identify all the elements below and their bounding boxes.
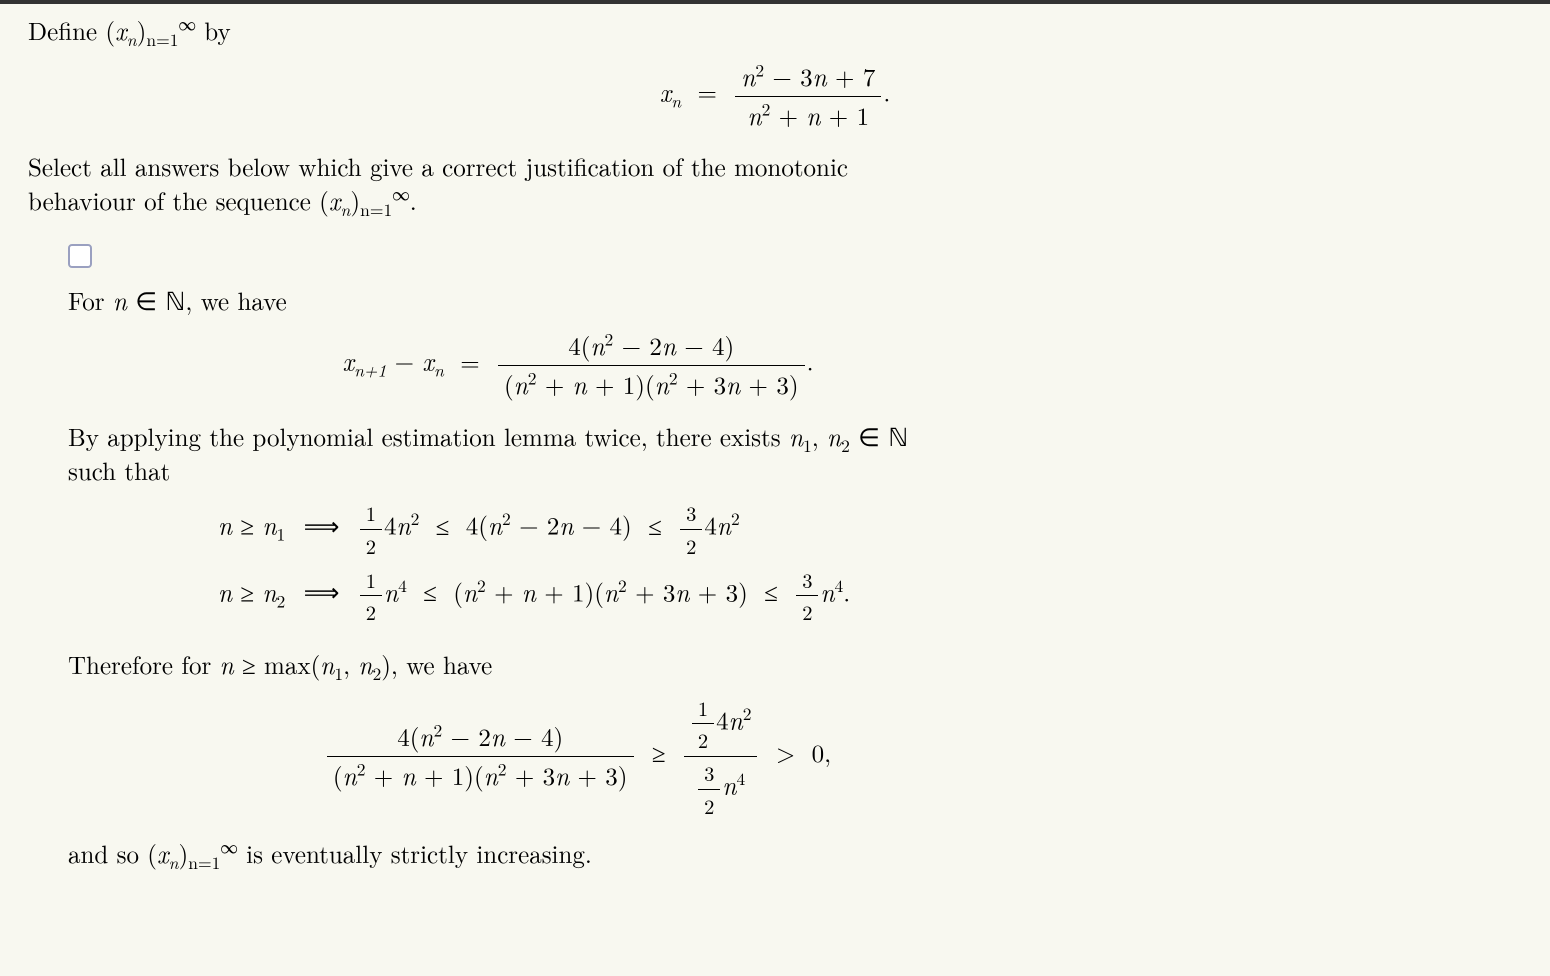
three-halves: 3 2 bbox=[680, 499, 702, 559]
sub-n: n bbox=[434, 358, 444, 383]
period: . bbox=[843, 574, 850, 609]
implies-arrow: ⟹ bbox=[294, 574, 350, 609]
den: 2 bbox=[360, 529, 382, 560]
period: . bbox=[807, 344, 814, 379]
equals: = bbox=[689, 74, 724, 109]
period: . bbox=[410, 183, 417, 218]
three-halves: 3 2 bbox=[796, 566, 818, 626]
diff-num: 4(n2 − 2n − 4) bbox=[498, 329, 805, 365]
num: 1 bbox=[692, 694, 714, 724]
text: and so ( bbox=[68, 836, 157, 871]
text: Therefore for bbox=[68, 647, 220, 682]
big-frac: 4(n2 − 2n − 4) (n2 + n + 1)(n2 + 3n + 3) bbox=[327, 720, 634, 793]
range-lo: n=1 bbox=[146, 27, 178, 52]
le: ≤ bbox=[756, 574, 786, 609]
big-num: 4(n2 − 2n − 4) bbox=[327, 720, 634, 756]
comma: , bbox=[812, 419, 827, 454]
sub-n1: n+1 bbox=[354, 358, 386, 383]
text: ), we have bbox=[381, 647, 492, 682]
text: Define ( bbox=[28, 13, 115, 48]
diff-frac: 4(n2 − 2n − 4) (n2 + n + 1)(n2 + 3n + 3) bbox=[498, 329, 805, 402]
lhs-sub: n bbox=[671, 88, 681, 113]
den: 2 bbox=[680, 529, 702, 560]
text: such that bbox=[68, 453, 170, 488]
big-den: (n2 + n + 1)(n2 + 3n + 3) bbox=[327, 756, 634, 793]
den: 2 bbox=[796, 595, 818, 626]
x: x bbox=[422, 344, 434, 379]
n1: n bbox=[789, 419, 803, 454]
n2: n bbox=[827, 419, 841, 454]
num: 3 bbox=[796, 566, 818, 596]
range-hi: ∞ bbox=[178, 12, 196, 37]
xn-fraction: n2 − 3n + 7 n2 + n + 1 bbox=[735, 60, 881, 133]
three-halves: 3 2 bbox=[698, 759, 720, 819]
final-inequality: 4(n2 − 2n − 4) (n2 + n + 1)(n2 + 3n + 3)… bbox=[68, 694, 1088, 820]
half: 1 2 bbox=[360, 566, 382, 626]
le: ≤ bbox=[415, 574, 445, 609]
den: 2 bbox=[360, 595, 382, 626]
range-hi: ∞ bbox=[392, 182, 410, 207]
num: 3 bbox=[698, 759, 720, 789]
option-checkbox[interactable] bbox=[68, 244, 92, 268]
ge: ≥ bbox=[644, 735, 674, 770]
den: 2 bbox=[692, 723, 714, 754]
den: 2 bbox=[698, 789, 720, 820]
naturals: ℕ bbox=[165, 283, 185, 318]
instruction: Select all answers below which give a co… bbox=[28, 150, 1522, 218]
text: , we have bbox=[185, 283, 286, 318]
opt1-line1: For n ∈ ℕ, we have bbox=[68, 284, 1088, 318]
range-lo: n=1 bbox=[188, 850, 220, 875]
text: by bbox=[196, 13, 231, 48]
in: ∈ bbox=[850, 419, 888, 454]
text: For bbox=[68, 283, 113, 318]
opt1-p2: By applying the polynomial estimation le… bbox=[68, 420, 1088, 488]
comma: , bbox=[824, 735, 831, 770]
difference-formula: xn+1 − xn = 4(n2 − 2n − 4) (n2 + n + 1)(… bbox=[68, 329, 1088, 402]
text: By applying the polynomial estimation le… bbox=[68, 419, 789, 454]
text: ≥ max( bbox=[234, 647, 321, 682]
gt: > bbox=[768, 735, 803, 770]
small-den: 3 2 n4 bbox=[684, 756, 758, 819]
x: x bbox=[342, 344, 354, 379]
xn-den: n2 + n + 1 bbox=[735, 96, 881, 133]
naturals: ℕ bbox=[888, 419, 908, 454]
var-x: x bbox=[115, 13, 127, 48]
half: 1 2 bbox=[692, 694, 714, 754]
equals: = bbox=[452, 344, 496, 379]
window-top-rule bbox=[0, 0, 1550, 4]
num: 3 bbox=[680, 499, 702, 529]
opt1-conclusion: and so (xn)n=1∞ is eventually strictly i… bbox=[68, 837, 1088, 871]
in: ∈ bbox=[127, 283, 165, 318]
sub-n: n bbox=[127, 27, 137, 52]
diff-den: (n2 + n + 1)(n2 + 3n + 3) bbox=[498, 365, 805, 402]
document-body: Define (xn)n=1∞ by xn = n2 − 3n + 7 n2 +… bbox=[0, 8, 1550, 913]
answer-option-1: For n ∈ ℕ, we have xn+1 − xn = 4(n2 − 2n… bbox=[68, 242, 1088, 871]
estimate-1: n ≥ n1 ⟹ 1 2 4n2 ≤ 4(n2 − 2n − 4) ≤ 3 2 … bbox=[218, 499, 1088, 559]
zero: 0 bbox=[812, 735, 825, 770]
text: is eventually strictly increasing. bbox=[238, 836, 592, 871]
num: 1 bbox=[360, 566, 382, 596]
implies-arrow: ⟹ bbox=[294, 508, 350, 543]
period: . bbox=[883, 74, 890, 109]
small-frac: 1 2 4n2 3 2 n4 bbox=[684, 694, 758, 820]
lhs-var: x bbox=[660, 74, 672, 109]
xn-num: n2 − 3n + 7 bbox=[735, 60, 881, 96]
opt1-p3: Therefore for n ≥ max(n1, n2), we have bbox=[68, 648, 1088, 682]
define-line: Define (xn)n=1∞ by bbox=[28, 14, 1522, 48]
xn-definition: xn = n2 − 3n + 7 n2 + n + 1 . bbox=[28, 60, 1522, 133]
num: 1 bbox=[360, 499, 382, 529]
estimate-2: n ≥ n2 ⟹ 1 2 n4 ≤ (n2 + n + 1)(n2 + 3n +… bbox=[218, 566, 1088, 626]
le: ≤ bbox=[640, 508, 670, 543]
range-lo: n=1 bbox=[360, 197, 392, 222]
range-hi: ∞ bbox=[220, 835, 238, 860]
le: ≤ bbox=[428, 508, 458, 543]
comma: , bbox=[343, 647, 358, 682]
half: 1 2 bbox=[360, 499, 382, 559]
minus: − bbox=[395, 344, 423, 379]
var-n: n bbox=[113, 283, 127, 318]
small-num: 1 2 4n2 bbox=[684, 694, 758, 756]
